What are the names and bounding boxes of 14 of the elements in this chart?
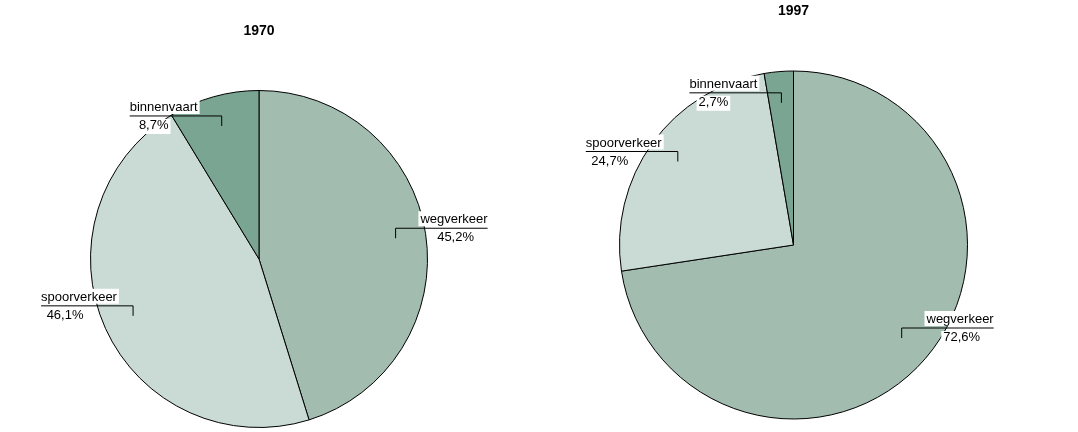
chart-title: 1997 — [777, 1, 810, 18]
data-label: 2,7% — [698, 93, 729, 109]
data-label: 72,6% — [943, 329, 981, 345]
data-label: 45,2% — [437, 229, 475, 245]
chart-title: 1970 — [243, 21, 275, 38]
slice-label: binnenvaart — [689, 75, 758, 91]
data-label: 46,1% — [46, 306, 84, 322]
slice-label: spoorverkeer — [41, 288, 118, 304]
slice-label: binnenvaart — [129, 99, 199, 115]
slice-label: wegverkeer — [925, 311, 995, 327]
data-label: 24,7% — [591, 152, 629, 168]
slice-label: spoorverkeer — [585, 134, 663, 150]
data-label: 8,7% — [138, 117, 169, 133]
slice-label: wegverkeer — [419, 211, 489, 227]
